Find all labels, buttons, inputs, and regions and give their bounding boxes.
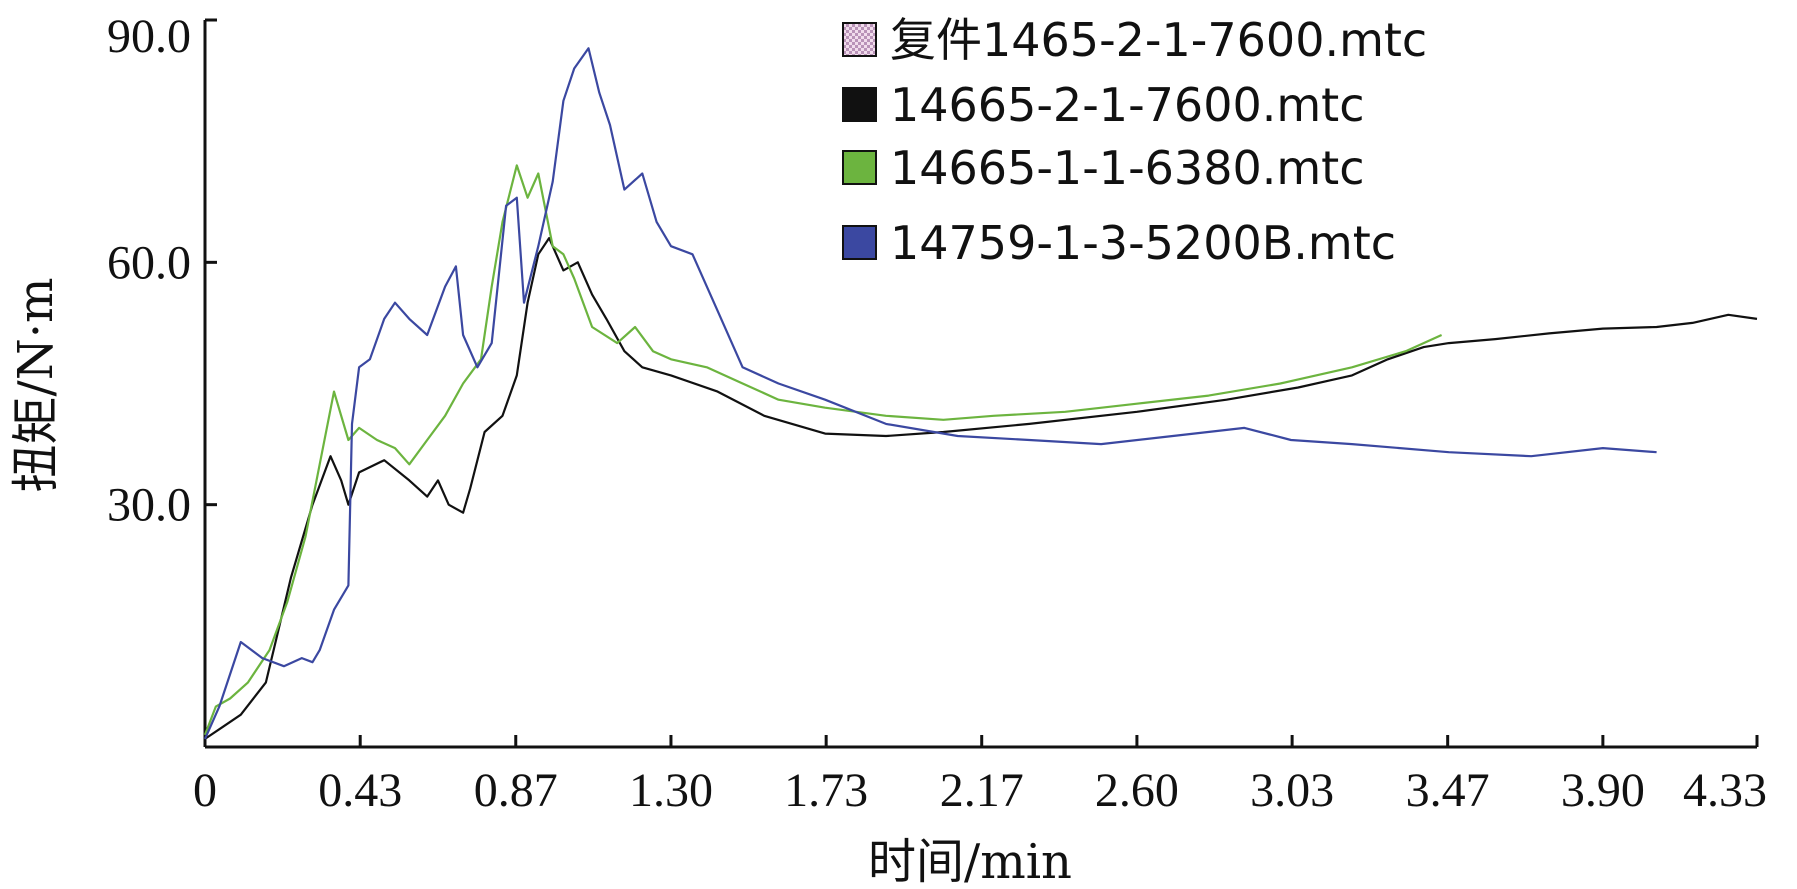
y-axis-title: 扭矩/N·m [8,278,64,493]
y-tick-label: 60.0 [107,236,191,289]
legend-label-2: 14665-1-1-6380.mtc [890,141,1365,195]
legend-label-0: 复件1465-2-1-7600.mtc [890,13,1427,67]
x-tick-label: 1.73 [784,764,868,817]
x-tick-label: 0 [193,764,217,817]
legend-swatch-2 [842,150,877,185]
legend-label-1: 14665-2-1-7600.mtc [890,78,1365,132]
x-tick-label: 2.17 [940,764,1024,817]
legend-swatch-1 [842,87,877,122]
series-line-3 [203,47,1657,740]
x-tick-label: 2.60 [1095,764,1179,817]
legend: 复件1465-2-1-7600.mtc 14665-2-1-7600.mtc 146… [842,13,1427,270]
x-tick-label: 3.90 [1561,764,1645,817]
x-tick-label: 4.33 [1683,764,1767,817]
y-tick-label: 30.0 [107,479,191,532]
series-lines [203,47,1758,740]
x-tick-label: 3.47 [1406,764,1490,817]
x-tick-label: 1.30 [629,764,713,817]
x-ticks: 0 0.43 0.87 1.30 1.73 2.17 2.60 3.03 3.47 3.90 4.3… [193,735,1767,817]
y-ticks: 30.0 60.0 90.0 [107,10,217,532]
legend-label-3: 14759-1-3-5200B.mtc [890,216,1396,270]
series-line-1 [204,237,1758,740]
x-tick-label: 3.03 [1250,764,1334,817]
series-line-2 [203,164,1443,736]
x-tick-label: 0.87 [474,764,558,817]
x-axis-title: 时间/min [868,834,1072,889]
legend-swatch-3 [842,225,877,260]
x-tick-label: 0.43 [318,764,402,817]
legend-swatch-0 [842,22,877,57]
y-tick-label: 90.0 [107,10,191,63]
